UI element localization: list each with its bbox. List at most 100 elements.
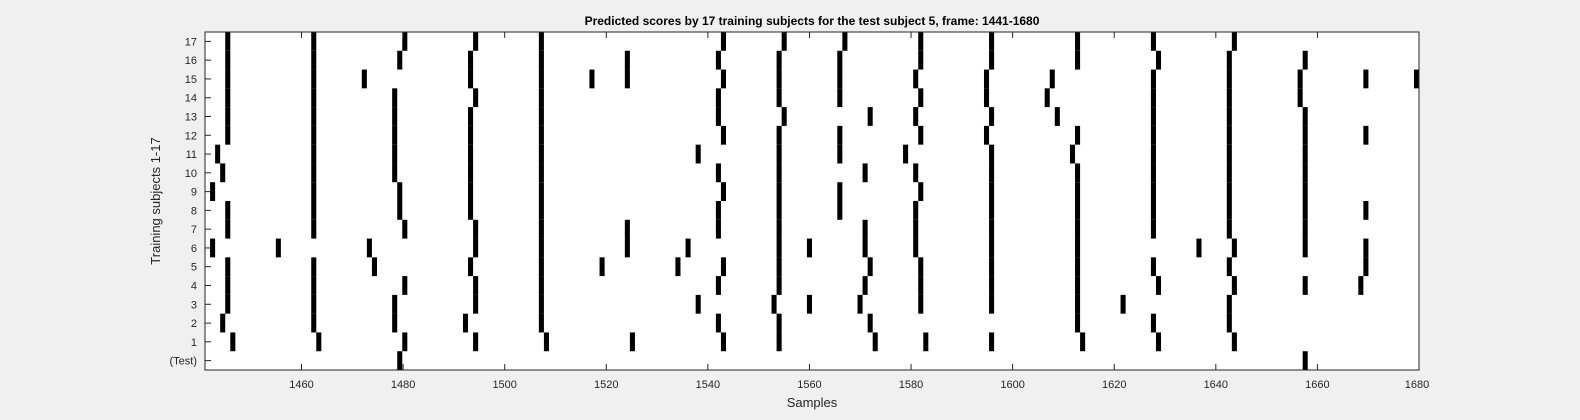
event-mark xyxy=(715,107,721,126)
event-mark xyxy=(1044,88,1050,108)
event-mark xyxy=(872,332,878,352)
event-mark xyxy=(1150,107,1156,126)
event-mark xyxy=(989,238,995,258)
event-mark xyxy=(215,144,221,164)
event-mark xyxy=(989,32,995,51)
event-mark xyxy=(1413,69,1419,89)
event-mark xyxy=(776,88,782,108)
event-mark xyxy=(1150,125,1156,145)
event-mark xyxy=(311,50,317,70)
event-mark xyxy=(989,219,995,239)
event-mark xyxy=(402,276,408,295)
event-mark xyxy=(842,32,848,51)
event-mark xyxy=(1302,125,1308,145)
event-mark xyxy=(1302,351,1308,370)
y-tick-label: 3 xyxy=(191,299,197,311)
event-mark xyxy=(1155,50,1162,70)
event-mark xyxy=(1150,88,1156,108)
event-mark xyxy=(599,257,605,277)
event-mark xyxy=(837,69,843,89)
event-mark xyxy=(776,201,782,220)
event-mark xyxy=(468,107,474,126)
event-mark xyxy=(1302,276,1308,295)
event-mark xyxy=(538,294,544,314)
event-mark xyxy=(538,125,544,145)
event-mark xyxy=(862,219,868,239)
event-mark xyxy=(1049,69,1055,89)
event-mark xyxy=(989,182,995,201)
event-mark xyxy=(462,313,469,333)
event-mark xyxy=(311,276,317,295)
event-mark xyxy=(225,50,231,70)
event-mark xyxy=(1075,32,1081,51)
event-mark xyxy=(473,32,479,51)
y-axis-label: Training subjects 1-17 xyxy=(148,137,163,264)
event-mark xyxy=(867,313,873,333)
event-mark xyxy=(913,163,919,183)
event-mark xyxy=(1075,219,1081,239)
event-mark xyxy=(720,69,727,89)
event-mark xyxy=(685,238,691,258)
event-mark xyxy=(468,182,474,201)
event-mark xyxy=(695,294,701,314)
event-mark xyxy=(543,332,549,352)
event-mark xyxy=(311,294,317,314)
event-mark xyxy=(1075,50,1081,70)
event-mark xyxy=(1155,332,1162,352)
y-tick-label: 11 xyxy=(186,149,197,161)
event-mark xyxy=(983,69,990,89)
event-mark xyxy=(989,107,995,126)
event-mark xyxy=(1226,50,1232,70)
event-mark xyxy=(468,125,474,145)
event-mark xyxy=(913,219,919,239)
event-mark xyxy=(311,125,317,145)
x-tick-label: 1600 xyxy=(1000,379,1024,391)
event-mark xyxy=(1075,163,1081,183)
event-mark xyxy=(225,69,231,89)
x-tick-label: 1580 xyxy=(899,379,923,391)
x-axis-ticks: 1460 1480 1500 1520 1540 1560 1580 1600 1620 1640… xyxy=(289,32,1429,391)
event-mark xyxy=(1231,32,1237,51)
y-tick-label: 8 xyxy=(191,205,197,217)
event-mark xyxy=(1150,163,1156,183)
event-mark xyxy=(1150,182,1156,201)
event-mark xyxy=(468,257,474,277)
event-mark xyxy=(538,32,544,51)
x-tick-label: 1620 xyxy=(1102,379,1126,391)
event-mark xyxy=(776,332,782,352)
event-mark xyxy=(538,276,544,295)
event-mark xyxy=(1226,69,1232,89)
event-mark xyxy=(473,294,479,314)
event-mark xyxy=(1226,219,1232,239)
event-mark xyxy=(715,219,721,239)
event-mark xyxy=(468,69,474,89)
event-mark xyxy=(392,88,398,108)
event-mark xyxy=(311,69,317,89)
event-mark xyxy=(989,144,995,164)
event-mark xyxy=(624,69,630,89)
event-mark xyxy=(720,332,727,352)
event-mark xyxy=(918,276,924,295)
event-mark xyxy=(918,294,924,314)
event-mark xyxy=(225,107,231,126)
event-mark xyxy=(913,107,919,126)
event-mark xyxy=(220,163,226,183)
event-mark xyxy=(867,107,873,126)
event-mark xyxy=(629,332,635,352)
event-mark xyxy=(473,332,479,352)
event-mark xyxy=(1075,313,1081,333)
event-mark xyxy=(720,182,727,201)
y-tick-label: 16 xyxy=(185,55,197,67)
event-mark xyxy=(1302,163,1308,183)
event-mark xyxy=(1302,50,1308,70)
event-mark xyxy=(1302,144,1308,164)
event-mark xyxy=(624,219,630,239)
event-mark xyxy=(230,332,236,352)
event-mark xyxy=(1297,88,1303,108)
event-mark xyxy=(311,313,317,333)
y-tick-label: 5 xyxy=(191,262,197,274)
event-mark xyxy=(715,50,721,70)
event-mark xyxy=(1363,257,1369,277)
event-mark xyxy=(857,294,863,314)
event-mark xyxy=(1302,182,1308,201)
